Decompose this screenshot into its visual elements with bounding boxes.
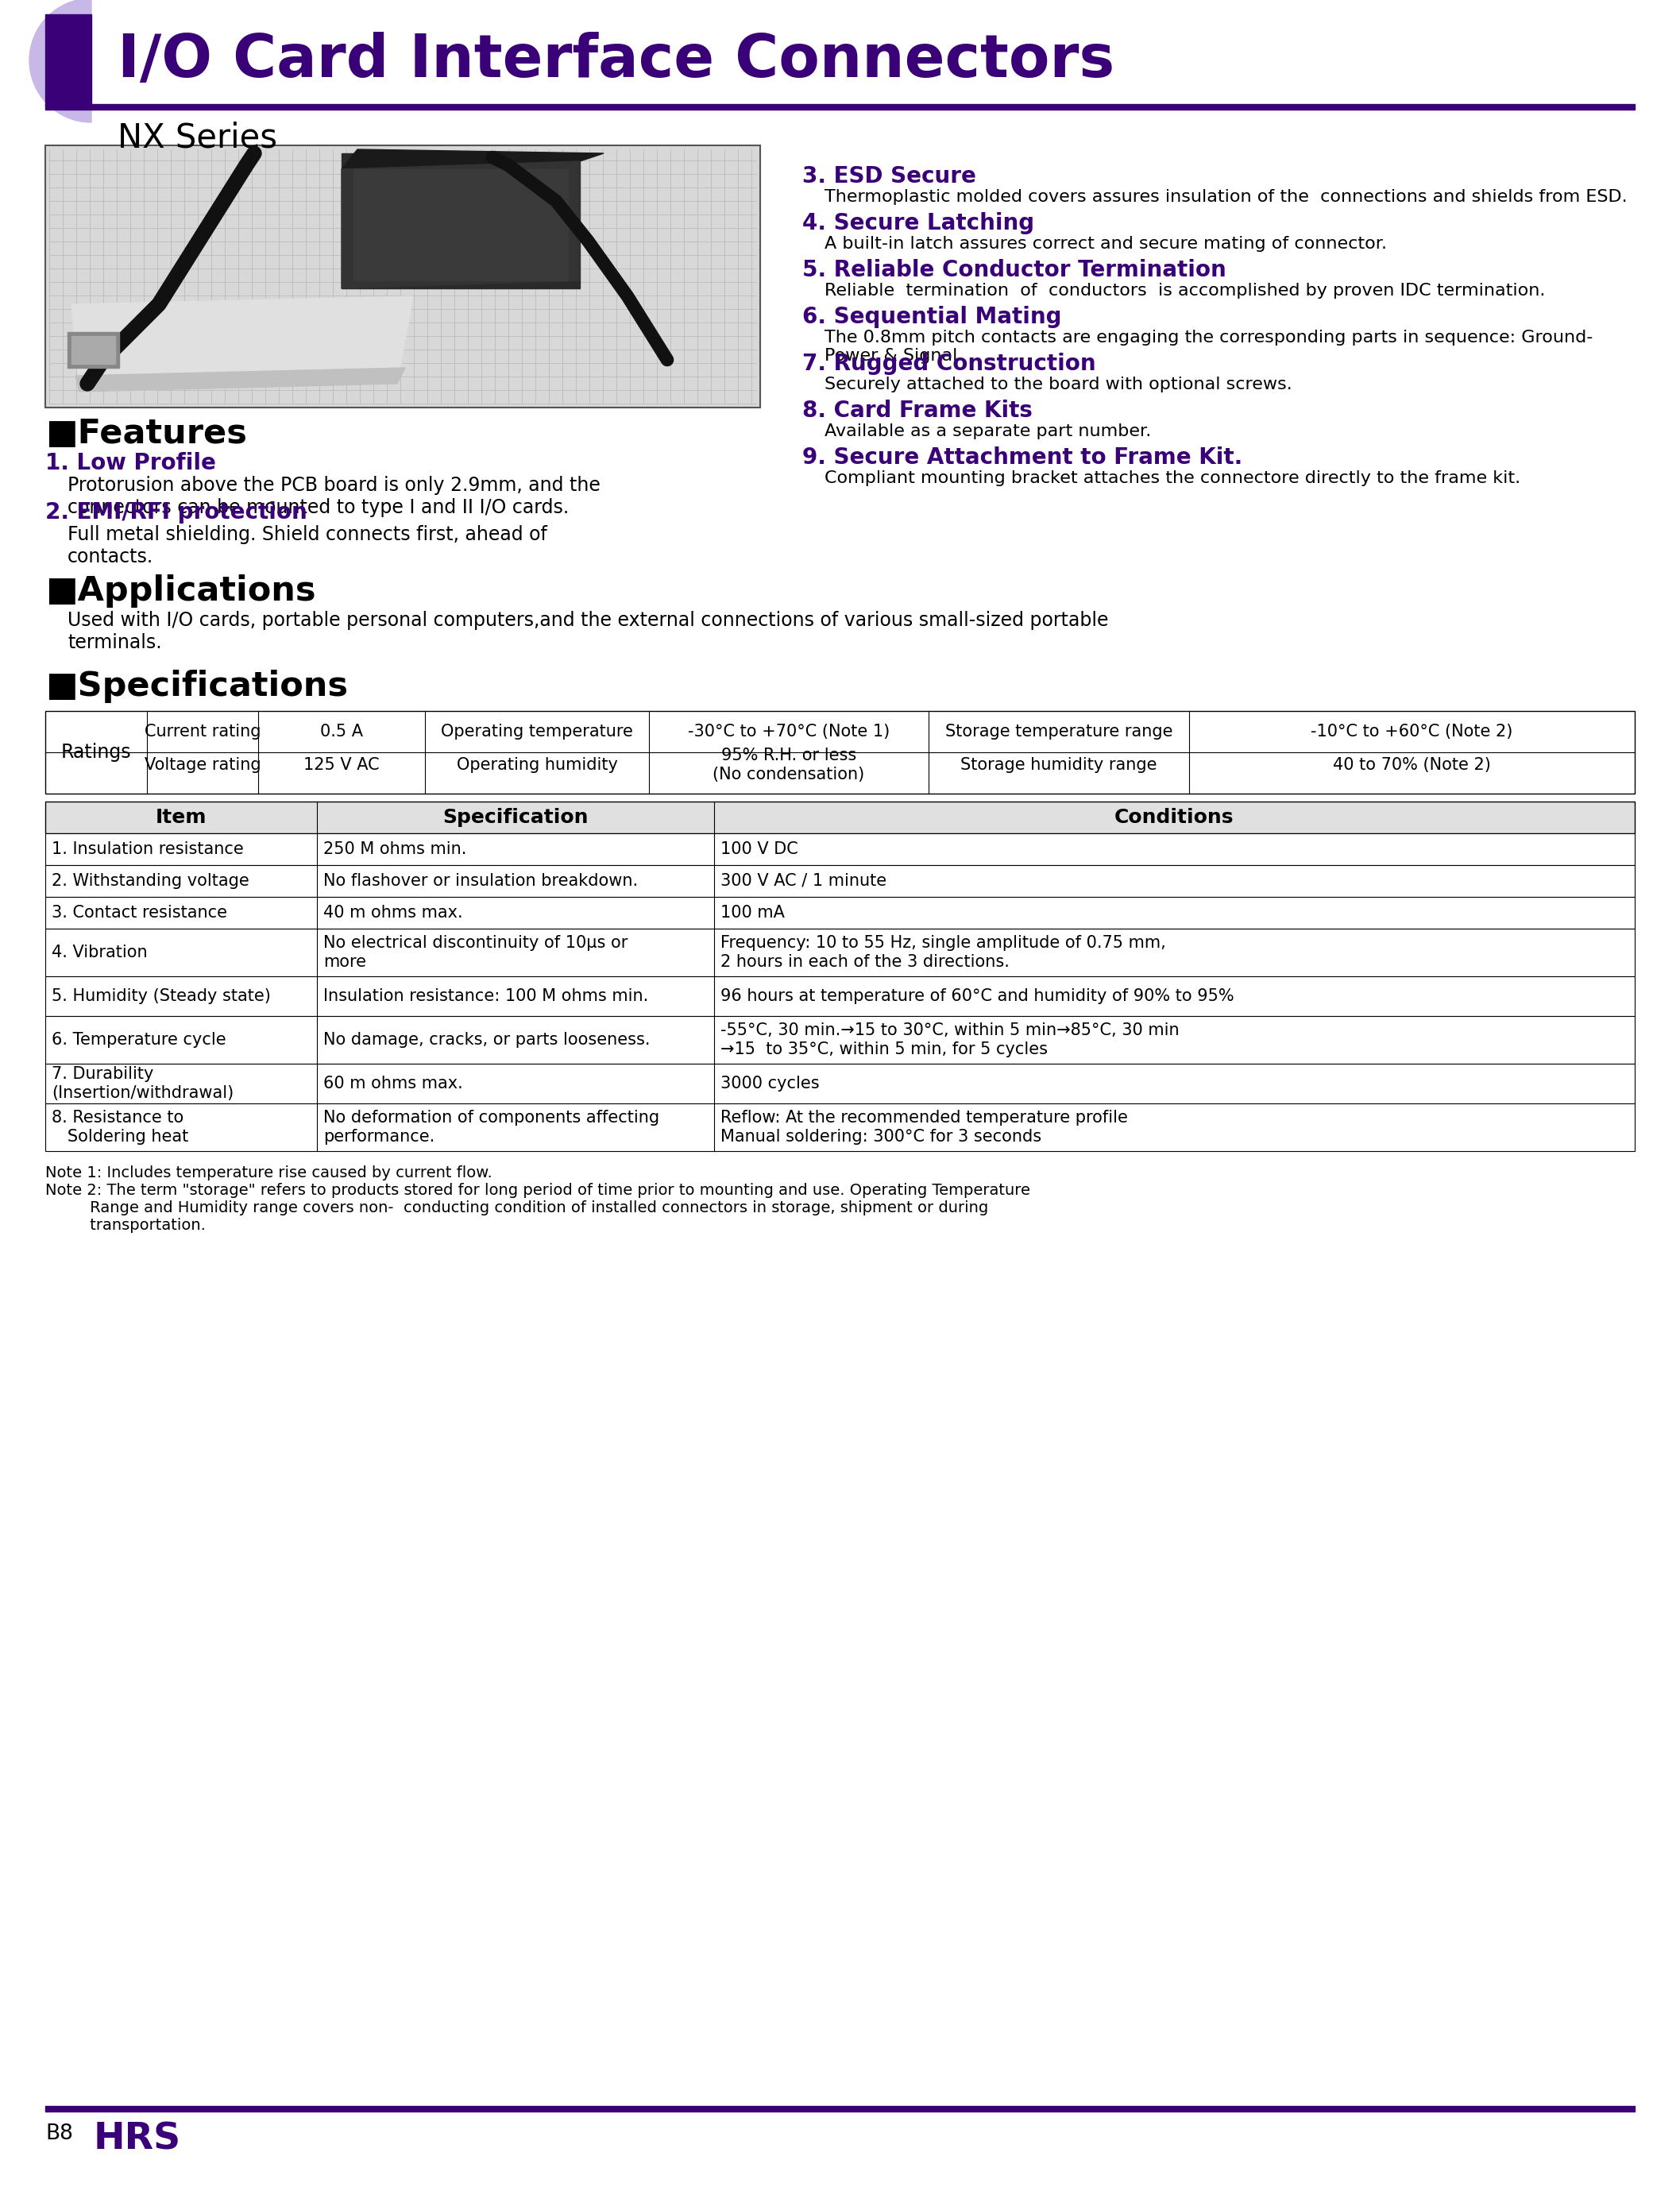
Text: 3000 cycles: 3000 cycles	[721, 1076, 820, 1091]
Text: Conditions: Conditions	[1114, 807, 1235, 827]
Text: No damage, cracks, or parts looseness.: No damage, cracks, or parts looseness.	[323, 1032, 650, 1048]
Text: 6. Temperature cycle: 6. Temperature cycle	[52, 1032, 227, 1048]
Text: 7. Durability
(Insertion/withdrawal): 7. Durability (Insertion/withdrawal)	[52, 1067, 234, 1100]
Polygon shape	[341, 149, 603, 168]
Bar	[45, 1063, 1635, 1104]
Text: 60 m ohms max.: 60 m ohms max.	[323, 1076, 464, 1091]
Text: Insulation resistance: 100 M ohms min.: Insulation resistance: 100 M ohms min.	[323, 989, 648, 1004]
Text: 125 V AC: 125 V AC	[304, 757, 380, 772]
Text: 8. Card Frame Kits: 8. Card Frame Kits	[803, 400, 1033, 422]
Text: Compliant mounting bracket attaches the connectore directly to the frame kit.: Compliant mounting bracket attaches the …	[825, 470, 1520, 486]
Bar	[45, 833, 1635, 866]
Text: Thermoplastic molded covers assures insulation of the  connections and shields f: Thermoplastic molded covers assures insu…	[825, 188, 1628, 206]
Text: Used with I/O cards, portable personal computers,and the external connections of: Used with I/O cards, portable personal c…	[67, 610, 1109, 652]
Text: Operating temperature: Operating temperature	[440, 724, 633, 739]
Text: Specification: Specification	[442, 807, 588, 827]
Text: A built-in latch assures correct and secure mating of connector.: A built-in latch assures correct and sec…	[825, 236, 1388, 252]
Text: 7. Rugged Construction: 7. Rugged Construction	[803, 352, 1095, 374]
Text: 300 V AC / 1 minute: 300 V AC / 1 minute	[721, 873, 887, 888]
Text: 95% R.H. or less
(No condensation): 95% R.H. or less (No condensation)	[712, 748, 865, 783]
Polygon shape	[72, 295, 413, 391]
Text: Note 2: The term "storage" refers to products stored for long period of time pri: Note 2: The term "storage" refers to pro…	[45, 1183, 1030, 1233]
Text: Protorusion above the PCB board is only 2.9mm, and the
connectors can be mounted: Protorusion above the PCB board is only …	[67, 477, 600, 516]
Text: Frequency: 10 to 55 Hz, single amplitude of 0.75 mm,
2 hours in each of the 3 di: Frequency: 10 to 55 Hz, single amplitude…	[721, 936, 1166, 969]
Text: No electrical discontinuity of 10μs or
more: No electrical discontinuity of 10μs or m…	[323, 936, 628, 969]
Text: I/O Card Interface Connectors: I/O Card Interface Connectors	[118, 31, 1114, 90]
Bar	[45, 803, 1635, 833]
Text: Full metal shielding. Shield connects first, ahead of
contacts.: Full metal shielding. Shield connects fi…	[67, 525, 548, 566]
Text: 100 mA: 100 mA	[721, 905, 785, 921]
Text: 40 m ohms max.: 40 m ohms max.	[323, 905, 462, 921]
Text: No flashover or insulation breakdown.: No flashover or insulation breakdown.	[323, 873, 638, 888]
Bar	[45, 897, 1635, 929]
Text: Storage temperature range: Storage temperature range	[946, 724, 1173, 739]
Polygon shape	[341, 162, 580, 289]
Bar	[353, 168, 568, 280]
Bar	[45, 1104, 1635, 1150]
Wedge shape	[29, 0, 91, 122]
Text: 40 to 70% (Note 2): 40 to 70% (Note 2)	[1332, 757, 1490, 772]
Text: Item: Item	[156, 807, 207, 827]
Text: No deformation of components affecting
performance.: No deformation of components affecting p…	[323, 1111, 659, 1144]
Text: 3. Contact resistance: 3. Contact resistance	[52, 905, 227, 921]
Text: 250 M ohms min.: 250 M ohms min.	[323, 842, 467, 857]
Text: 6. Sequential Mating: 6. Sequential Mating	[803, 306, 1062, 328]
Text: 4. Vibration: 4. Vibration	[52, 945, 148, 960]
Text: 100 V DC: 100 V DC	[721, 842, 798, 857]
Text: Note 1: Includes temperature rise caused by current flow.: Note 1: Includes temperature rise caused…	[45, 1166, 492, 1181]
Text: 0.5 A: 0.5 A	[321, 724, 363, 739]
Text: 9. Secure Attachment to Frame Kit.: 9. Secure Attachment to Frame Kit.	[803, 446, 1243, 468]
Text: Storage humidity range: Storage humidity range	[961, 757, 1158, 772]
Text: -10°C to +60°C (Note 2): -10°C to +60°C (Note 2)	[1310, 724, 1514, 739]
Bar	[45, 105, 1635, 109]
Bar	[45, 2106, 1635, 2110]
Text: Reflow: At the recommended temperature profile
Manual soldering: 300°C for 3 sec: Reflow: At the recommended temperature p…	[721, 1111, 1127, 1144]
Text: ■Applications: ■Applications	[45, 575, 316, 608]
Text: 8. Resistance to
   Soldering heat: 8. Resistance to Soldering heat	[52, 1111, 188, 1144]
Text: -55°C, 30 min.→15 to 30°C, within 5 min→85°C, 30 min
→15  to 35°C, within 5 min,: -55°C, 30 min.→15 to 30°C, within 5 min→…	[721, 1024, 1179, 1056]
Text: 1. Low Profile: 1. Low Profile	[45, 453, 217, 475]
Text: ■Specifications: ■Specifications	[45, 669, 348, 702]
Text: HRS: HRS	[94, 2121, 181, 2159]
Text: 3. ESD Secure: 3. ESD Secure	[803, 166, 976, 188]
Bar	[45, 711, 1635, 794]
Text: 5. Reliable Conductor Termination: 5. Reliable Conductor Termination	[803, 258, 1226, 282]
Text: Operating humidity: Operating humidity	[457, 757, 618, 772]
Bar	[45, 1017, 1635, 1063]
Bar	[341, 153, 580, 289]
Text: 96 hours at temperature of 60°C and humidity of 90% to 95%: 96 hours at temperature of 60°C and humi…	[721, 989, 1235, 1004]
Text: NX Series: NX Series	[118, 120, 277, 153]
Text: 2. Withstanding voltage: 2. Withstanding voltage	[52, 873, 249, 888]
Text: Reliable  termination  of  conductors  is accomplished by proven IDC termination: Reliable termination of conductors is ac…	[825, 282, 1546, 300]
Bar	[45, 15, 91, 105]
Text: Current rating: Current rating	[144, 724, 260, 739]
Bar	[45, 929, 1635, 975]
Bar	[72, 337, 116, 363]
Text: 2. EMI/RFI protection: 2. EMI/RFI protection	[45, 501, 307, 523]
Text: Securely attached to the board with optional screws.: Securely attached to the board with opti…	[825, 376, 1292, 391]
Text: 4. Secure Latching: 4. Secure Latching	[803, 212, 1035, 234]
Text: B8: B8	[45, 2124, 72, 2143]
Text: ■Features: ■Features	[45, 418, 247, 451]
Bar	[45, 975, 1635, 1017]
Text: The 0.8mm pitch contacts are engaging the corresponding parts in sequence: Groun: The 0.8mm pitch contacts are engaging th…	[825, 330, 1593, 363]
Bar	[45, 144, 759, 407]
Text: 5. Humidity (Steady state): 5. Humidity (Steady state)	[52, 989, 270, 1004]
Text: Available as a separate part number.: Available as a separate part number.	[825, 424, 1151, 440]
Text: Ratings: Ratings	[60, 744, 131, 761]
Text: 1. Insulation resistance: 1. Insulation resistance	[52, 842, 244, 857]
Text: Voltage rating: Voltage rating	[144, 757, 260, 772]
Bar	[67, 332, 119, 367]
Text: -30°C to +70°C (Note 1): -30°C to +70°C (Note 1)	[687, 724, 890, 739]
Bar	[45, 866, 1635, 897]
Polygon shape	[76, 367, 405, 391]
